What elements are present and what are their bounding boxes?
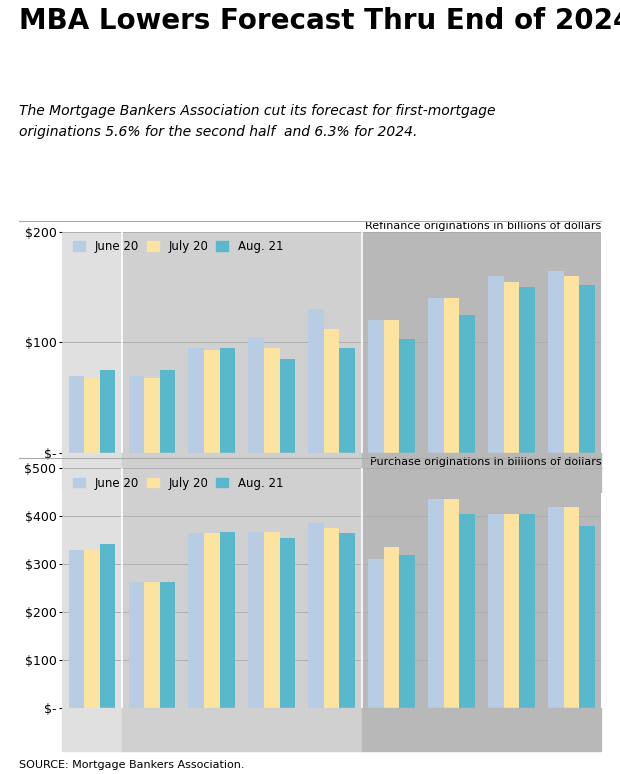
Bar [160,370,175,453]
Bar [459,514,475,708]
Text: Q4: Q4 [83,720,101,733]
Text: Q3: Q3 [263,720,281,733]
Text: Q1: Q1 [143,464,161,477]
Bar [122,453,361,492]
Bar [219,532,235,708]
Bar [122,232,361,453]
Text: The Mortgage Bankers Association cut its forecast for first-mortgage
origination: The Mortgage Bankers Association cut its… [19,104,495,139]
Bar [488,514,503,708]
Bar [188,533,204,708]
Bar [444,499,459,708]
Text: 2022: 2022 [89,477,125,490]
Text: Q1: Q1 [383,464,401,477]
Bar [84,550,100,708]
Bar [69,375,84,453]
Text: MBA Lowers Forecast Thru End of 2024: MBA Lowers Forecast Thru End of 2024 [19,6,620,35]
Bar [308,523,324,708]
Bar [128,375,144,453]
Text: Q4: Q4 [322,720,341,733]
Text: Q1: Q1 [143,720,161,733]
Bar [399,555,415,708]
Bar [204,350,219,453]
Text: Q3: Q3 [263,464,281,477]
Text: Q2: Q2 [443,464,461,477]
Text: Q2: Q2 [203,720,221,733]
Text: Q4: Q4 [562,464,580,477]
Bar [280,359,295,453]
Text: 2024: 2024 [464,735,499,748]
Bar [204,533,219,708]
Bar [128,583,144,708]
Bar [520,287,535,453]
Bar [503,514,520,708]
Bar [368,560,384,708]
Text: Q3: Q3 [502,720,521,733]
Bar [564,507,579,708]
Text: SOURCE: Mortgage Bankers Association.: SOURCE: Mortgage Bankers Association. [19,760,244,770]
Bar [503,282,520,453]
Bar [428,499,444,708]
Bar [548,271,564,453]
Bar [219,348,235,453]
Bar [69,550,84,708]
Text: 2023: 2023 [224,477,259,490]
Text: 2024: 2024 [464,477,499,490]
Text: Q2: Q2 [443,720,461,733]
Text: Q2: Q2 [203,464,221,477]
Text: Q4: Q4 [322,464,341,477]
Bar [579,285,595,453]
Bar [62,708,122,752]
Bar [384,320,399,453]
Legend: June 20, July 20, Aug. 21: June 20, July 20, Aug. 21 [73,240,283,253]
Bar [520,514,535,708]
Text: Refinance originations in billions of dollars: Refinance originations in billions of do… [365,221,601,231]
Bar [62,468,122,708]
Bar [122,468,361,708]
Bar [308,310,324,453]
Bar [361,453,601,492]
Bar [160,582,175,708]
Bar [62,453,122,492]
Bar [84,378,100,453]
Bar [100,370,115,453]
Legend: June 20, July 20, Aug. 21: June 20, July 20, Aug. 21 [73,477,283,490]
Bar [249,532,264,708]
Bar [361,708,601,752]
Bar [579,526,595,708]
Bar [62,232,122,453]
Bar [100,544,115,708]
Text: 2022: 2022 [89,735,125,748]
Bar [340,348,355,453]
Bar [564,276,579,453]
Text: 2023: 2023 [224,735,259,748]
Text: Purchase originations in billions of dollars: Purchase originations in billions of dol… [370,457,601,467]
Bar [428,299,444,453]
Bar [280,538,295,708]
Bar [249,337,264,453]
Bar [264,348,280,453]
Bar [361,232,601,453]
Bar [188,348,204,453]
Bar [264,532,280,708]
Bar [144,378,160,453]
Bar [384,547,399,708]
Bar [361,468,601,708]
Bar [324,528,340,708]
Text: Q1: Q1 [383,720,401,733]
Bar [144,583,160,708]
Text: Q3: Q3 [502,464,521,477]
Bar [399,339,415,453]
Bar [368,320,384,453]
Bar [324,329,340,453]
Bar [548,507,564,708]
Bar [340,533,355,708]
Bar [444,299,459,453]
Bar [122,708,361,752]
Text: Q4: Q4 [562,720,580,733]
Bar [459,315,475,453]
Bar [488,276,503,453]
Text: Q4: Q4 [83,464,101,477]
